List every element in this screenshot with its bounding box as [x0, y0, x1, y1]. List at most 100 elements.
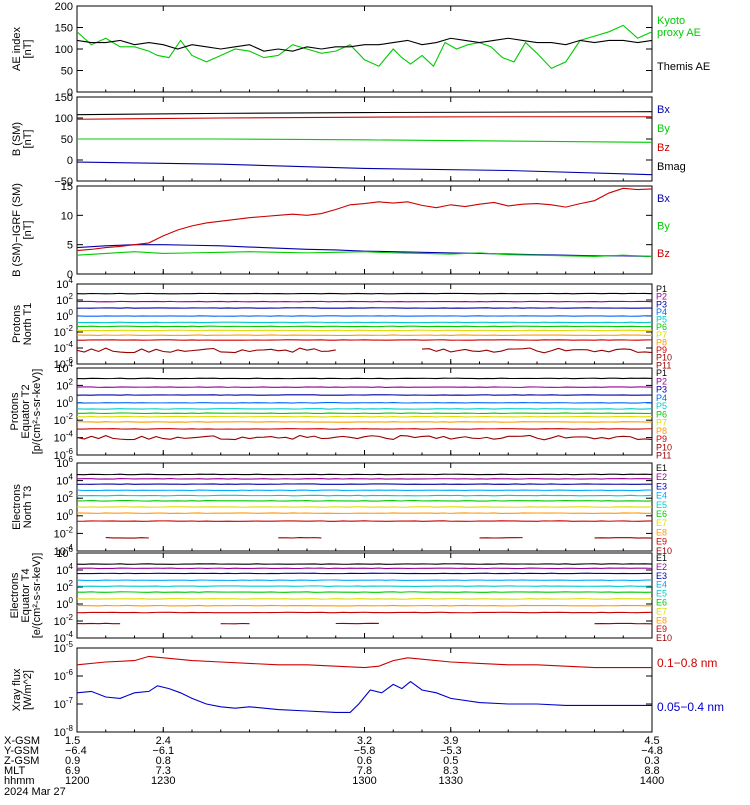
y-tick-exponent: 0: [69, 308, 74, 317]
y-axis-label: North T3: [22, 486, 34, 529]
series-line-e2: [77, 479, 652, 480]
y-tick-label: 106: [56, 455, 73, 470]
legend-label: Bx: [657, 193, 670, 205]
y-axis-label: North T1: [22, 303, 34, 346]
x-axis-table: X-GSMY-GSMZ-GSMMLThhmm1.5−6.40.96.912002…: [4, 735, 664, 798]
series-line-p10: [422, 348, 652, 353]
y-tick-exponent: -6: [66, 668, 74, 677]
y-tick-exponent: 4: [69, 473, 74, 482]
series-line-bx: [77, 245, 652, 257]
y-tick-exponent: -2: [66, 412, 74, 421]
series-line-p6: [77, 413, 652, 414]
y-tick-exponent: 2: [69, 292, 74, 301]
plot-area: [77, 112, 652, 175]
y-tick-label: 104: [56, 473, 73, 488]
y-tick-exponent: -5: [66, 640, 74, 649]
y-tick-label: 10-2: [54, 525, 74, 540]
y-tick-label: 104: [56, 276, 73, 291]
y-tick-label: 104: [56, 562, 73, 577]
plot-area: [77, 25, 652, 68]
y-tick-label: 102: [56, 490, 73, 505]
y-tick-exponent: 0: [69, 508, 74, 517]
legend-label: E10: [656, 633, 672, 643]
series-line-0-05-0-4-nm: [77, 682, 652, 713]
y-tick-exponent: -7: [66, 696, 74, 705]
y-axis-label: [nT]: [22, 130, 34, 149]
legend-label: Kyoto: [657, 15, 685, 27]
y-tick-label: 10-2: [54, 613, 74, 628]
y-axis-label: [e/(cm²-s-sr-keV)]: [31, 553, 43, 639]
plot-frame: [77, 553, 652, 638]
y-tick-label: 10: [61, 210, 73, 222]
series-line-e5: [77, 495, 652, 496]
y-tick-exponent: -2: [66, 613, 74, 622]
y-tick-label: 100: [55, 113, 73, 125]
series-line-p10: [77, 348, 336, 352]
plot-frame: [77, 6, 652, 92]
plot-frame: [77, 186, 652, 274]
y-tick-label: 10-7: [54, 696, 74, 711]
legend-label: proxy AE: [657, 27, 701, 39]
y-tick-label: 15: [61, 181, 73, 193]
y-tick-exponent: 6: [69, 545, 74, 554]
series-line-e4: [77, 490, 652, 491]
legend-label: By: [657, 123, 670, 135]
y-tick-label: 100: [55, 44, 73, 56]
y-tick-label: 106: [56, 545, 73, 560]
y-tick-label: 10-2: [54, 324, 74, 339]
y-tick-exponent: -4: [66, 430, 74, 439]
y-tick-label: 10-6: [54, 668, 74, 683]
y-tick-exponent: 6: [69, 455, 74, 464]
series-line-p4: [77, 403, 652, 404]
series-line-e6: [77, 501, 652, 502]
axis-value: 1200: [65, 775, 89, 787]
series-line-by: [77, 252, 652, 257]
y-tick-label: 10-2: [54, 412, 74, 427]
y-tick-exponent: -2: [66, 525, 74, 534]
y-tick-exponent: 2: [69, 579, 74, 588]
y-tick-label: 200: [55, 1, 73, 13]
plot-area: [77, 564, 652, 624]
series-line-0-1-0-8-nm: [77, 656, 652, 667]
y-tick-label: 150: [55, 92, 73, 104]
legend-label: P11: [656, 451, 671, 461]
y-tick-label: 100: [56, 508, 73, 523]
legend-label: 0.1−0.8 nm: [657, 656, 717, 670]
series-line-e7: [77, 507, 652, 508]
legend-label: Bz: [657, 142, 670, 154]
legend-label: Bmag: [657, 161, 686, 173]
y-axis-label: [nT]: [22, 40, 34, 59]
y-tick-label: 0: [67, 155, 73, 167]
y-tick-exponent: -4: [66, 340, 74, 349]
series-line-e1: [77, 474, 652, 475]
legend-label: By: [657, 220, 670, 232]
y-tick-label: 50: [61, 134, 73, 146]
y-tick-label: 102: [56, 377, 73, 392]
y-tick-exponent: -8: [66, 724, 74, 733]
series-line-bz: [77, 188, 652, 250]
y-axis-label: [nT]: [22, 221, 34, 240]
y-tick-label: 100: [56, 308, 73, 323]
series-line-e9: [77, 521, 652, 522]
legend-label: Bz: [657, 248, 670, 260]
series-line-p5: [77, 409, 652, 410]
series-line-kyoto-proxy-ae: [77, 25, 652, 68]
y-axis-label: [W/m^2]: [22, 670, 34, 710]
y-tick-exponent: 4: [69, 562, 74, 571]
series-line-p7: [77, 416, 652, 417]
y-tick-label: 5: [67, 240, 73, 252]
y-tick-exponent: 4: [69, 360, 74, 369]
series-line-p8: [77, 422, 652, 423]
plot-frame: [77, 648, 652, 732]
y-tick-label: 10-4: [54, 430, 74, 445]
axis-value: 1400: [640, 775, 664, 787]
series-line-p1: [77, 378, 652, 379]
series-line-e8: [77, 513, 652, 514]
series-line-bz: [77, 117, 652, 120]
date-label: 2024 Mar 27: [4, 786, 66, 798]
